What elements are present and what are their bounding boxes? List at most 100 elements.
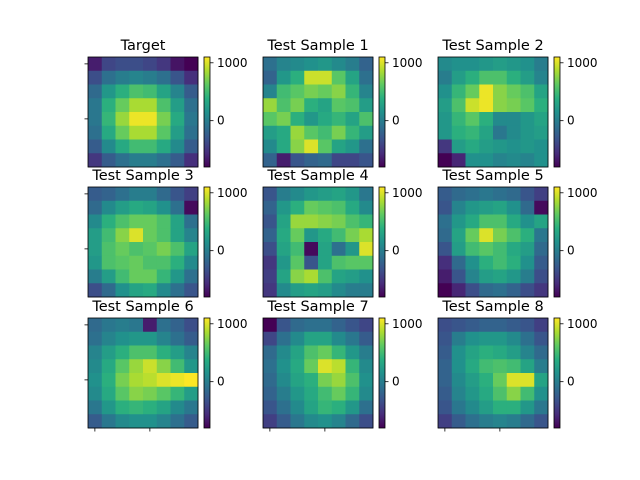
heatmap-cell [170,187,185,202]
heatmap-cell [304,70,319,85]
heatmap-cell [290,373,305,388]
heatmap-cell [520,187,535,202]
heatmap-cell [345,331,360,346]
heatmap-cell [451,373,466,388]
heatmap-cell [276,255,291,270]
panel-title: Test Sample 2 [441,38,543,54]
heatmap-cell [115,373,130,388]
heatmap-cell [184,345,199,360]
heatmap-cell [170,414,185,429]
heatmap-cell [451,98,466,113]
heatmap-cell [479,345,494,360]
heatmap-cell [493,414,508,429]
heatmap-cell [479,228,494,243]
heatmap-cell [451,139,466,154]
heatmap-cell [479,255,494,270]
heatmap-cell [506,112,521,127]
heatmap-cell [438,153,453,168]
heatmap-cell [88,318,103,333]
heatmap-cell [359,187,374,202]
heatmap-cell [479,283,494,298]
heatmap-cell [465,98,480,113]
heatmap-cell [101,84,116,99]
heatmap-cell [331,386,346,401]
heatmap-cell [304,345,319,360]
heatmap-cell [101,57,116,72]
heatmap-cell [304,242,319,257]
heatmap-cell [170,373,185,388]
heatmap-cell [184,373,199,388]
heatmap-cell [318,318,333,333]
heatmap-cell [534,269,549,284]
heatmap-cell [506,125,521,140]
panel-frame [262,56,374,168]
heatmap-cell [129,153,144,168]
heatmap-cell [115,57,130,72]
heatmap-cell [88,200,103,215]
heatmap-cell [493,112,508,127]
colorbar-tick-label: 1000 [567,317,598,331]
heatmap-cell [438,214,453,229]
heatmap-cell [170,283,185,298]
heatmap-cell [359,125,374,140]
heatmap-cell [184,386,199,401]
heatmap-cell [506,187,521,202]
heatmap-cell [184,70,199,85]
heatmap-cell [318,57,333,72]
heatmap-cell [359,98,374,113]
heatmap-cell [493,200,508,215]
heatmap-cell [451,269,466,284]
heatmap-cell [129,345,144,360]
heatmap-panel: Test Sample 1 0 1000 [262,38,423,168]
heatmap-cell [506,57,521,72]
heatmap-cell [143,98,158,113]
heatmap-cell [101,400,116,415]
heatmap-cell [156,345,171,360]
heatmap-cell [534,200,549,215]
heatmap-cell [318,153,333,168]
heatmap-cell [506,373,521,388]
heatmap-cell [101,70,116,85]
heatmap-cell [156,318,171,333]
heatmap-cell [170,70,185,85]
heatmap-cell [479,373,494,388]
heatmap-cell [304,187,319,202]
heatmap-cell [88,255,103,270]
heatmap-cell [263,318,278,333]
heatmap-cell [101,345,116,360]
heatmap-cell [520,228,535,243]
heatmap-cell [465,283,480,298]
colorbar-frame [203,186,211,298]
heatmap-cell [101,214,116,229]
heatmap-cell [359,283,374,298]
heatmap-cell [438,331,453,346]
heatmap-cell [184,98,199,113]
heatmap-cell [345,242,360,257]
heatmap-cell [318,139,333,154]
heatmap-cell [438,283,453,298]
heatmap-cell [115,386,130,401]
heatmap-cell [290,125,305,140]
heatmap-cell [129,386,144,401]
heatmap-cell [115,283,130,298]
heatmap-cell [263,255,278,270]
heatmap-cell [184,214,199,229]
heatmap-cell [129,139,144,154]
heatmap-cell [534,98,549,113]
heatmap-cell [170,386,185,401]
heatmap-cell [331,98,346,113]
heatmap-cell [479,84,494,99]
panel-title: Test Sample 1 [266,38,368,54]
heatmap-cell [290,414,305,429]
heatmap-cell [506,400,521,415]
heatmap-cell [276,373,291,388]
heatmap-cell [465,84,480,99]
heatmap-cell [129,70,144,85]
heatmap-cell [170,84,185,99]
panel-frame [437,317,549,429]
heatmap-cell [331,125,346,140]
heatmap-cell [345,386,360,401]
heatmap-cell [156,153,171,168]
heatmap-cell [493,255,508,270]
colorbar-tick-label: 1000 [217,56,248,70]
